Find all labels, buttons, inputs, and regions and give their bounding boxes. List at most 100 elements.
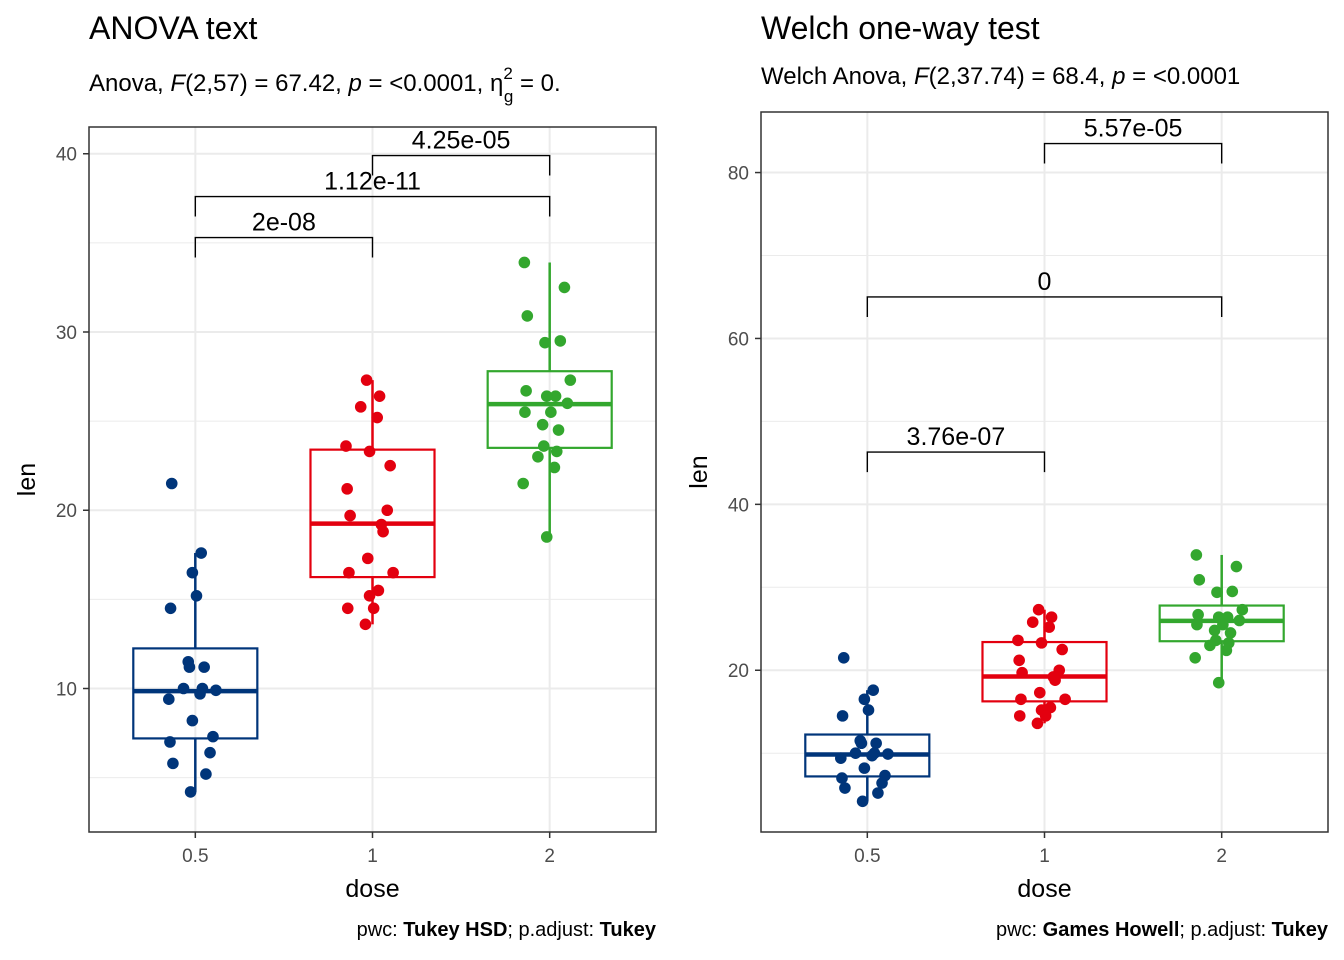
data-point — [858, 693, 871, 706]
data-point — [836, 710, 849, 722]
box-body — [1158, 604, 1285, 643]
data-point — [375, 518, 388, 531]
data-point — [163, 693, 175, 705]
x-tick-label: 0.5 — [854, 846, 880, 867]
comparison-label: 3.76e-07 — [907, 423, 1006, 451]
data-point — [1032, 603, 1045, 616]
data-point — [855, 737, 868, 750]
data-point — [558, 281, 571, 294]
data-point — [1033, 686, 1046, 699]
x-tick-label: 2 — [544, 846, 555, 867]
data-point — [856, 795, 869, 808]
data-point — [1211, 586, 1223, 599]
data-point — [359, 618, 372, 631]
x-tick-label: 1 — [1039, 846, 1050, 867]
data-point — [387, 566, 399, 579]
subtitle-stat-args: (2,37.74) = 68.4, — [929, 63, 1112, 90]
comparison-label: 2e-08 — [252, 209, 316, 237]
data-point — [183, 661, 196, 673]
data-point — [561, 397, 574, 410]
x-tick-label: 0.5 — [182, 846, 208, 867]
data-point — [540, 531, 553, 543]
data-point — [866, 749, 878, 762]
subtitle-p-name: p — [348, 70, 362, 97]
data-point — [517, 477, 529, 490]
data-point — [1043, 621, 1056, 633]
data-point — [882, 748, 894, 760]
subtitle-stat-name: F — [170, 70, 186, 97]
data-point — [858, 762, 871, 774]
data-point — [521, 310, 534, 322]
x-axis-title: dose — [1017, 875, 1071, 903]
data-point — [194, 688, 206, 700]
caption-adjust: Tukey — [600, 919, 657, 941]
data-point — [1220, 644, 1233, 657]
y-tick-label: 60 — [728, 329, 749, 350]
data-point — [1224, 627, 1237, 639]
data-point — [537, 440, 550, 452]
data-point — [340, 440, 352, 452]
subtitle-p-text: = <0.0001, — [362, 70, 490, 97]
y-axis-title: len — [685, 455, 713, 488]
data-point — [207, 730, 219, 743]
chart-caption: pwc: Games Howell; p.adjust: Tukey — [996, 919, 1329, 941]
data-point — [344, 509, 356, 522]
data-point — [384, 459, 396, 472]
data-point — [1212, 676, 1225, 689]
data-point — [554, 335, 567, 347]
subtitle-eta-sub: g — [504, 87, 513, 106]
data-point — [1031, 717, 1044, 730]
x-axis-title: dose — [345, 875, 399, 903]
comparison-bracket — [1043, 142, 1223, 164]
data-point — [837, 652, 850, 664]
y-axis-title: len — [13, 463, 41, 496]
data-point — [165, 477, 178, 490]
data-point — [200, 768, 212, 780]
data-point — [849, 747, 862, 759]
chart-caption: pwc: Tukey HSD; p.adjust: Tukey — [357, 919, 657, 941]
data-point — [372, 584, 385, 597]
data-point — [186, 566, 199, 579]
data-point — [540, 390, 553, 402]
data-point — [361, 552, 374, 565]
subtitle-prefix: Welch Anova, — [761, 63, 914, 90]
data-point — [186, 714, 199, 727]
data-point — [1047, 671, 1060, 683]
caption-adjust: Tukey — [1272, 919, 1329, 941]
data-point — [1217, 618, 1229, 631]
data-point — [177, 682, 190, 695]
data-point — [373, 390, 386, 402]
comparison-bracket — [866, 451, 1046, 473]
data-point — [1039, 710, 1052, 722]
data-point — [198, 661, 210, 673]
data-point — [862, 704, 875, 716]
caption-prefix: pwc: — [357, 919, 404, 941]
data-point — [1193, 574, 1206, 586]
data-point — [363, 445, 376, 458]
data-point — [550, 445, 563, 458]
data-point — [548, 461, 561, 474]
data-point — [867, 684, 880, 696]
box-body — [486, 370, 613, 449]
caption-mid: ; p.adjust: — [1179, 919, 1271, 941]
data-point — [343, 566, 355, 579]
comparison-bracket — [194, 195, 551, 217]
caption-method: Tukey HSD — [403, 919, 507, 941]
data-point — [1189, 652, 1201, 664]
data-point — [870, 737, 882, 750]
anova-panel: ANOVA text Anova, F(2,57) = 67.42, p = <0… — [13, 10, 657, 941]
data-point — [1012, 634, 1024, 647]
data-point — [872, 787, 884, 799]
y-tick-label: 20 — [56, 501, 77, 522]
data-point — [836, 772, 848, 784]
data-point — [184, 786, 197, 798]
subtitle-eta: η — [490, 70, 503, 97]
data-point — [1013, 710, 1026, 722]
y-tick-label: 80 — [728, 164, 749, 185]
data-point — [518, 256, 531, 269]
data-point — [1192, 608, 1204, 621]
comparison-bracket — [866, 296, 1223, 317]
data-point — [1230, 560, 1243, 573]
data-point — [1190, 549, 1203, 561]
